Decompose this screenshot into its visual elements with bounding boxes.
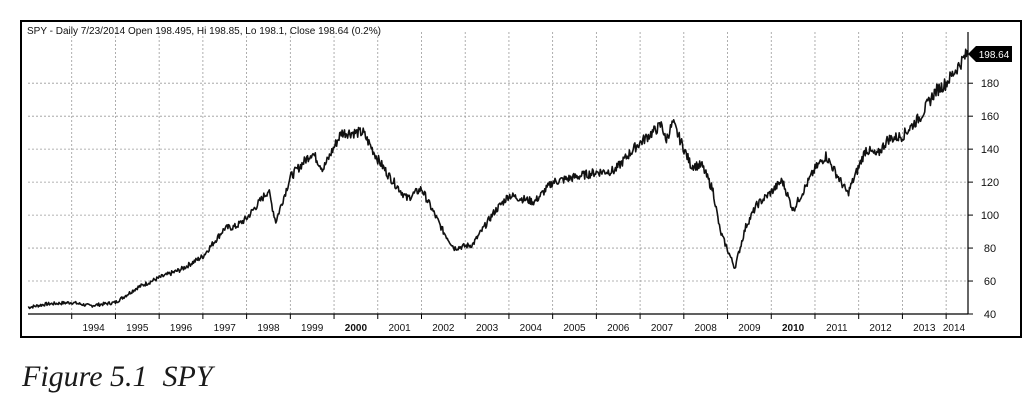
series-layer (27, 48, 969, 310)
chart-title: SPY - Daily 7/23/2014 Open 198.495, Hi 1… (27, 26, 381, 37)
x-tick-label: 1994 (82, 323, 105, 334)
x-tick-label: 2014 (943, 323, 966, 334)
axis-layer: 40 60 80 100 120 140 160 180 1994 1995 1996 1997 199… (28, 32, 999, 334)
x-tick-label: 2011 (826, 323, 848, 334)
x-tick-label: 2002 (432, 323, 455, 334)
last-price-badge-shape (968, 46, 1012, 62)
y-tick-label: 120 (981, 177, 999, 189)
x-tick-label: 2004 (520, 323, 543, 334)
x-tick-label: 2012 (869, 323, 892, 334)
x-tick-label: 2005 (563, 323, 586, 334)
x-tick-label: 2006 (607, 323, 630, 334)
y-tick-label: 180 (981, 78, 999, 90)
y-tick-label: 140 (981, 144, 999, 156)
plot-border (20, 20, 1022, 338)
chart-frame: 40 60 80 100 120 140 160 180 1994 1995 1996 1997 199… (20, 20, 1022, 338)
price-series-line (27, 48, 969, 310)
x-tick-label: 1997 (214, 323, 237, 334)
x-tick-label: 2010 (782, 323, 805, 334)
figure-caption: Figure 5.1 SPY (22, 360, 213, 393)
x-tick-label: 1998 (257, 323, 280, 334)
price-chart: 40 60 80 100 120 140 160 180 1994 1995 1996 1997 199… (20, 20, 1022, 338)
last-price-badge: 198.64 (968, 46, 1012, 62)
y-tick-label: 60 (984, 276, 996, 288)
x-tick-label: 1999 (301, 323, 324, 334)
x-tick-label: 2008 (695, 323, 718, 334)
x-tick-label: 2013 (913, 323, 936, 334)
x-tick-label: 2007 (651, 323, 674, 334)
y-tick-label: 100 (981, 210, 999, 222)
x-tick-label: 1995 (126, 323, 149, 334)
x-tick-label: 2009 (738, 323, 761, 334)
x-tick-label: 2001 (389, 323, 412, 334)
last-price-badge-text: 198.64 (979, 50, 1010, 61)
x-tick-label: 2003 (476, 323, 499, 334)
x-tick-label: 1996 (170, 323, 193, 334)
y-tick-label: 40 (984, 309, 996, 321)
y-tick-label: 80 (984, 243, 996, 255)
y-tick-label: 160 (981, 111, 999, 123)
x-tick-label: 2000 (345, 323, 368, 334)
